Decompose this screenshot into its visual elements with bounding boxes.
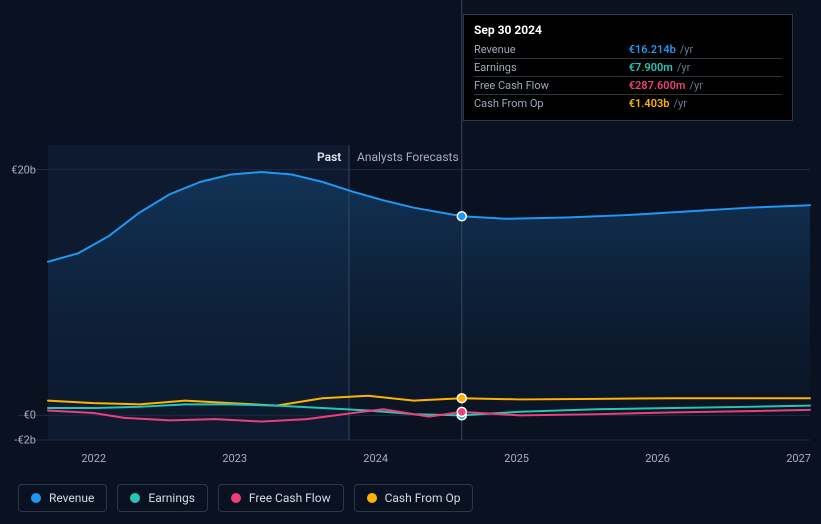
chart-tooltip: Sep 30 2024 Revenue€16.214b/yrEarnings€7… [463, 14, 793, 121]
legend-item-fcf[interactable]: Free Cash Flow [218, 484, 344, 512]
legend-label: Free Cash Flow [249, 491, 331, 505]
tooltip-row: Cash From Op€1.403b/yr [474, 95, 782, 113]
x-axis-label: 2023 [222, 452, 247, 465]
x-axis-label: 2022 [81, 452, 106, 465]
legend-item-earnings[interactable]: Earnings [117, 484, 208, 512]
tooltip-row: Revenue€16.214b/yr [474, 41, 782, 59]
legend-swatch [231, 493, 241, 503]
y-axis-label: -€2b [14, 434, 36, 447]
section-label-forecast: Analysts Forecasts [357, 150, 459, 164]
tooltip-row-label: Revenue [474, 41, 629, 59]
tooltip-row-label: Free Cash Flow [474, 77, 629, 95]
section-label-past: Past [317, 150, 341, 164]
x-axis-label: 2025 [504, 452, 529, 465]
tooltip-row-value: €1.403b/yr [629, 95, 782, 113]
tooltip-row: Earnings€7.900m/yr [474, 59, 782, 77]
legend-swatch [130, 493, 140, 503]
legend-label: Revenue [49, 491, 94, 505]
legend-swatch [367, 493, 377, 503]
legend: Revenue Earnings Free Cash Flow Cash From O… [18, 484, 473, 512]
legend-item-revenue[interactable]: Revenue [18, 484, 107, 512]
tooltip-table: Revenue€16.214b/yrEarnings€7.900m/yrFree… [474, 41, 782, 112]
tooltip-row-label: Earnings [474, 59, 629, 77]
tooltip-row: Free Cash Flow€287.600m/yr [474, 77, 782, 95]
legend-label: Cash From Op [385, 491, 461, 505]
x-axis-label: 2024 [363, 452, 388, 465]
x-axis-label: 2027 [786, 452, 811, 465]
y-axis-label: €20b [11, 163, 36, 176]
tooltip-row-value: €7.900m/yr [629, 59, 782, 77]
legend-swatch [31, 493, 41, 503]
tooltip-row-label: Cash From Op [474, 95, 629, 113]
x-axis-label: 2026 [645, 452, 670, 465]
tooltip-row-value: €287.600m/yr [629, 77, 782, 95]
legend-item-cash_from_op[interactable]: Cash From Op [354, 484, 474, 512]
legend-label: Earnings [148, 491, 195, 505]
chart-container: Past Analysts Forecasts Sep 30 2024 Reve… [0, 0, 821, 524]
tooltip-row-value: €16.214b/yr [629, 41, 782, 59]
y-axis-label: €0 [24, 409, 36, 422]
tooltip-date: Sep 30 2024 [474, 23, 782, 37]
